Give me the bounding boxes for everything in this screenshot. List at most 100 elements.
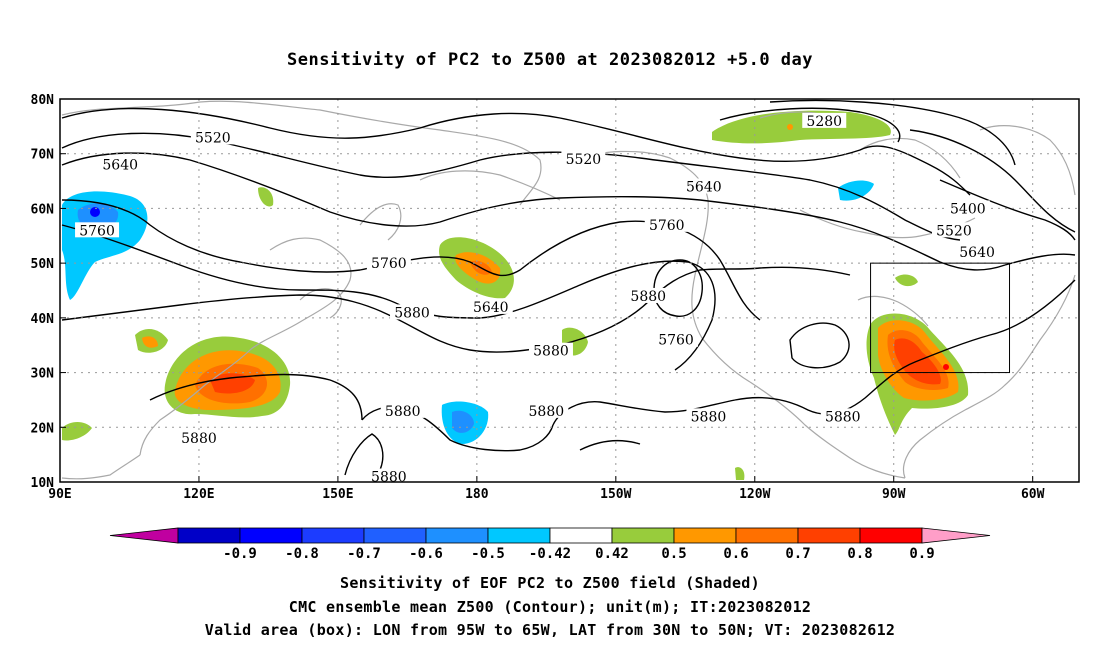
colorbar-label: 0.8	[847, 546, 872, 562]
contour-label-bg	[644, 216, 689, 232]
colorbar-segment	[673, 527, 737, 544]
lat-tick-label: 70N	[31, 148, 55, 163]
contour-label: 5520	[936, 223, 972, 239]
contour-label: 5280	[806, 114, 842, 130]
lon-tick-label: 120E	[183, 487, 214, 502]
contour-label-bg	[75, 222, 120, 238]
contour-label-bg	[931, 222, 976, 238]
contour-label: 5880	[385, 404, 421, 420]
contour-label: 5880	[394, 305, 430, 321]
contour-label-bg	[390, 304, 435, 320]
colorbar-segment	[487, 527, 551, 544]
contour-label-bg	[380, 402, 425, 418]
contour-label: 5880	[533, 344, 569, 360]
contour-label-bg	[524, 402, 569, 418]
contour-label: 5880	[630, 289, 666, 305]
valid-area-box	[870, 262, 1011, 374]
colorbar-segment	[797, 527, 861, 544]
caption-shaded: Sensitivity of EOF PC2 to Z500 field (Sh…	[340, 574, 760, 592]
contour-labels: 5520 5640 5760 5760 5880 5640 5880 5760 5880 5880…	[75, 112, 1000, 486]
colorbar: -0.9 -0.8 -0.7 -0.6 -0.5 -0.42 0.42 0.5 0.6 0.7 0.…	[109, 527, 991, 562]
colorbar-label: 0.42	[595, 546, 629, 562]
colorbar-low-triangle	[109, 527, 179, 544]
colorbar-high-triangle	[921, 527, 991, 544]
contour-label-bg	[686, 408, 731, 424]
contour-label: 5880	[825, 409, 861, 425]
colorbar-segment	[549, 527, 613, 544]
lon-tick-label: 90E	[48, 487, 71, 502]
contour-label-bg	[98, 156, 143, 172]
lon-tick-label: 180	[465, 487, 489, 502]
contour-label: 5880	[691, 409, 727, 425]
lon-tick-label: 60W	[1021, 487, 1045, 502]
map-frame	[59, 98, 1080, 483]
colorbar-segment	[363, 527, 427, 544]
latitude-axis: 80N 70N 60N 50N 40N 30N 20N 10N	[31, 93, 66, 491]
colorbar-label: 0.9	[909, 546, 934, 562]
sensitivity-shading	[62, 110, 969, 480]
colorbar-segment	[177, 527, 241, 544]
caption-contour: CMC ensemble mean Z500 (Contour); unit(m…	[288, 598, 812, 616]
contour-label: 5400	[950, 201, 986, 217]
colorbar-label: -0.42	[529, 546, 571, 562]
lat-tick-label: 80N	[31, 93, 55, 108]
contour-label-bg	[366, 255, 411, 271]
contour-label: 5640	[686, 180, 722, 196]
contour-label-bg	[802, 112, 847, 128]
map-gridlines	[60, 99, 1079, 482]
lat-tick-label: 30N	[31, 367, 55, 382]
contour-label: 5760	[79, 223, 115, 239]
contour-label: 5640	[473, 300, 509, 316]
figure-title: Sensitivity of PC2 to Z500 at 2023082012…	[286, 50, 813, 70]
colorbar-label: -0.6	[409, 546, 443, 562]
lon-tick-label: 150E	[322, 487, 353, 502]
contour-label: 5760	[371, 256, 407, 272]
colorbar-segment	[301, 527, 365, 544]
contour-label: 5520	[195, 130, 231, 146]
colorbar-label: -0.7	[347, 546, 381, 562]
lat-tick-label: 20N	[31, 421, 55, 436]
contour-label: 5760	[658, 333, 694, 349]
contour-label-bg	[528, 342, 573, 358]
longitude-axis: 90E 120E 150E 180 150W 120W 90W 60W	[48, 476, 1045, 502]
lon-tick-label: 150W	[600, 487, 631, 502]
colorbar-label: -0.8	[285, 546, 319, 562]
colorbar-segment	[611, 527, 675, 544]
contour-label-bg	[626, 287, 671, 303]
colorbar-segment	[239, 527, 303, 544]
colorbar-label: 0.7	[785, 546, 810, 562]
contour-label-bg	[561, 151, 606, 167]
contour-label: 5640	[959, 245, 995, 261]
lat-tick-label: 50N	[31, 257, 55, 272]
contour-label: 5880	[181, 431, 217, 447]
contour-label: 5880	[529, 404, 565, 420]
contour-label-bg	[468, 298, 513, 314]
contour-label: 5880	[371, 470, 407, 486]
lon-tick-label: 120W	[739, 487, 770, 502]
contour-label: 5520	[566, 152, 602, 168]
lat-tick-label: 10N	[31, 476, 55, 491]
lat-tick-label: 40N	[31, 312, 55, 327]
lat-tick-label: 60N	[31, 202, 55, 217]
contour-label-bg	[945, 200, 990, 216]
colorbar-label: -0.5	[471, 546, 505, 562]
contour-label-bg	[366, 468, 411, 484]
lon-tick-label: 90W	[882, 487, 906, 502]
contour-label-bg	[955, 244, 1000, 260]
coastlines	[61, 100, 1076, 480]
colorbar-label: -0.9	[223, 546, 257, 562]
contour-label: 5760	[649, 218, 685, 234]
colorbar-segment	[735, 527, 799, 544]
colorbar-segment	[859, 527, 923, 544]
contour-label: 5640	[102, 158, 138, 174]
contour-label-bg	[654, 331, 699, 347]
colorbar-segment	[425, 527, 489, 544]
contour-label-bg	[176, 430, 221, 446]
contour-label-bg	[190, 129, 235, 145]
colorbar-label: 0.5	[661, 546, 686, 562]
contour-label-bg	[681, 178, 726, 194]
caption-valid-area: Valid area (box): LON from 95W to 65W, L…	[204, 621, 896, 639]
colorbar-label: 0.6	[723, 546, 748, 562]
contour-label-bg	[820, 408, 865, 424]
